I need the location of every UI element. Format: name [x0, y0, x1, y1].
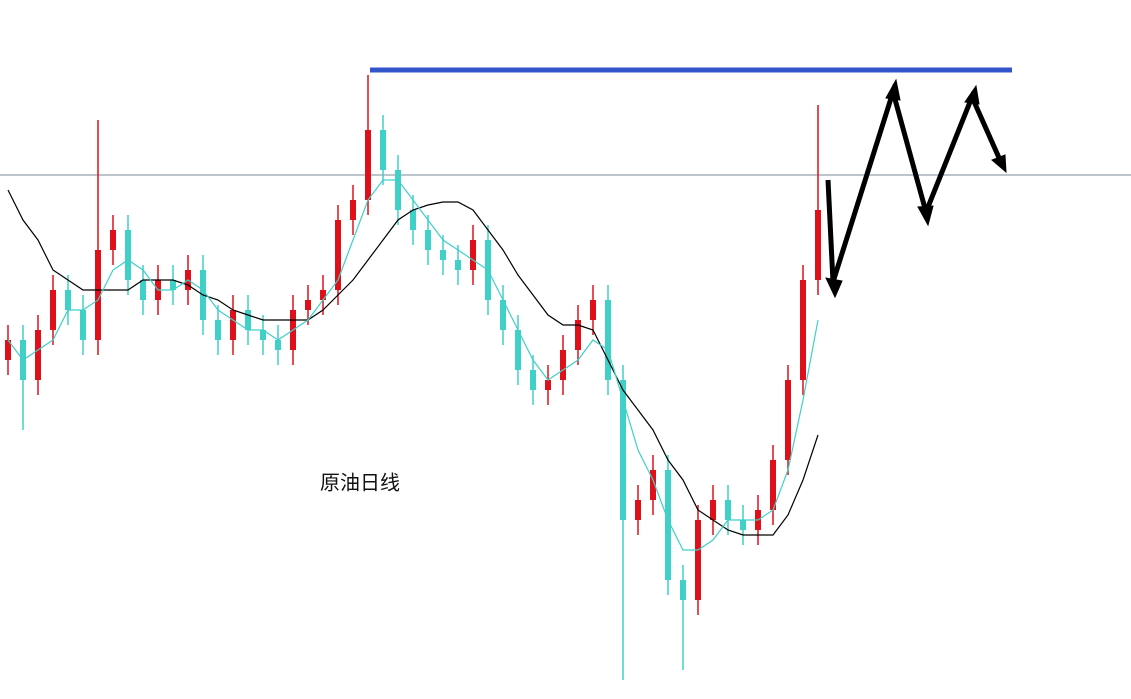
candle-body — [425, 230, 431, 250]
projection-arrows — [825, 78, 1007, 299]
arrow-head — [991, 154, 1007, 174]
candle-body — [650, 470, 656, 500]
candle-body — [170, 280, 176, 290]
candle-body — [725, 500, 731, 520]
candle-body — [710, 500, 716, 520]
candle-body — [470, 240, 476, 270]
candle-body — [245, 310, 251, 330]
candle-body — [380, 130, 386, 170]
candle-body — [365, 130, 371, 200]
candle-body — [800, 280, 806, 380]
candle-body — [335, 220, 341, 290]
candle-body — [665, 470, 671, 580]
candle-body — [140, 280, 146, 300]
candle-body — [410, 210, 416, 230]
candle-body — [590, 300, 596, 320]
candle-body — [560, 350, 566, 380]
plot — [0, 67, 1131, 680]
candle-body — [635, 500, 641, 520]
arrow-head — [964, 84, 980, 105]
arrow-head — [825, 277, 843, 299]
candle-body — [500, 300, 506, 330]
candle-body — [80, 310, 86, 340]
moving-average — [7, 179, 819, 551]
candle-body — [620, 380, 626, 520]
candle-body — [35, 330, 41, 380]
candle-body — [515, 330, 521, 370]
candle-body — [530, 370, 536, 390]
candle-body — [65, 290, 71, 310]
candle-body — [545, 380, 551, 390]
candle-body — [230, 310, 236, 340]
candle-body — [305, 300, 311, 310]
candle-body — [5, 340, 11, 360]
moving-average — [7, 189, 819, 536]
arrow-head — [885, 78, 901, 101]
candle-body — [455, 260, 461, 270]
candle-body — [815, 210, 821, 280]
candle-body — [50, 290, 56, 330]
candle-body — [605, 300, 611, 380]
candle-body — [110, 230, 116, 250]
candle-body — [275, 340, 281, 350]
candle-body — [320, 290, 326, 300]
candle-body — [740, 520, 746, 530]
candle-body — [785, 380, 791, 460]
candle-body — [680, 580, 686, 600]
chart-title: 原油日线 — [320, 471, 400, 495]
candle-body — [440, 250, 446, 260]
candle-body — [215, 320, 221, 340]
candle-body — [770, 460, 776, 510]
projection-path — [825, 83, 1003, 283]
candle-body — [95, 250, 101, 340]
candle-body — [260, 330, 266, 340]
candle-body — [575, 320, 581, 350]
candle-body — [125, 230, 131, 280]
arrow-head — [917, 205, 934, 227]
candle-body — [695, 520, 701, 600]
candle-body — [350, 200, 356, 220]
candle-body — [395, 170, 401, 210]
